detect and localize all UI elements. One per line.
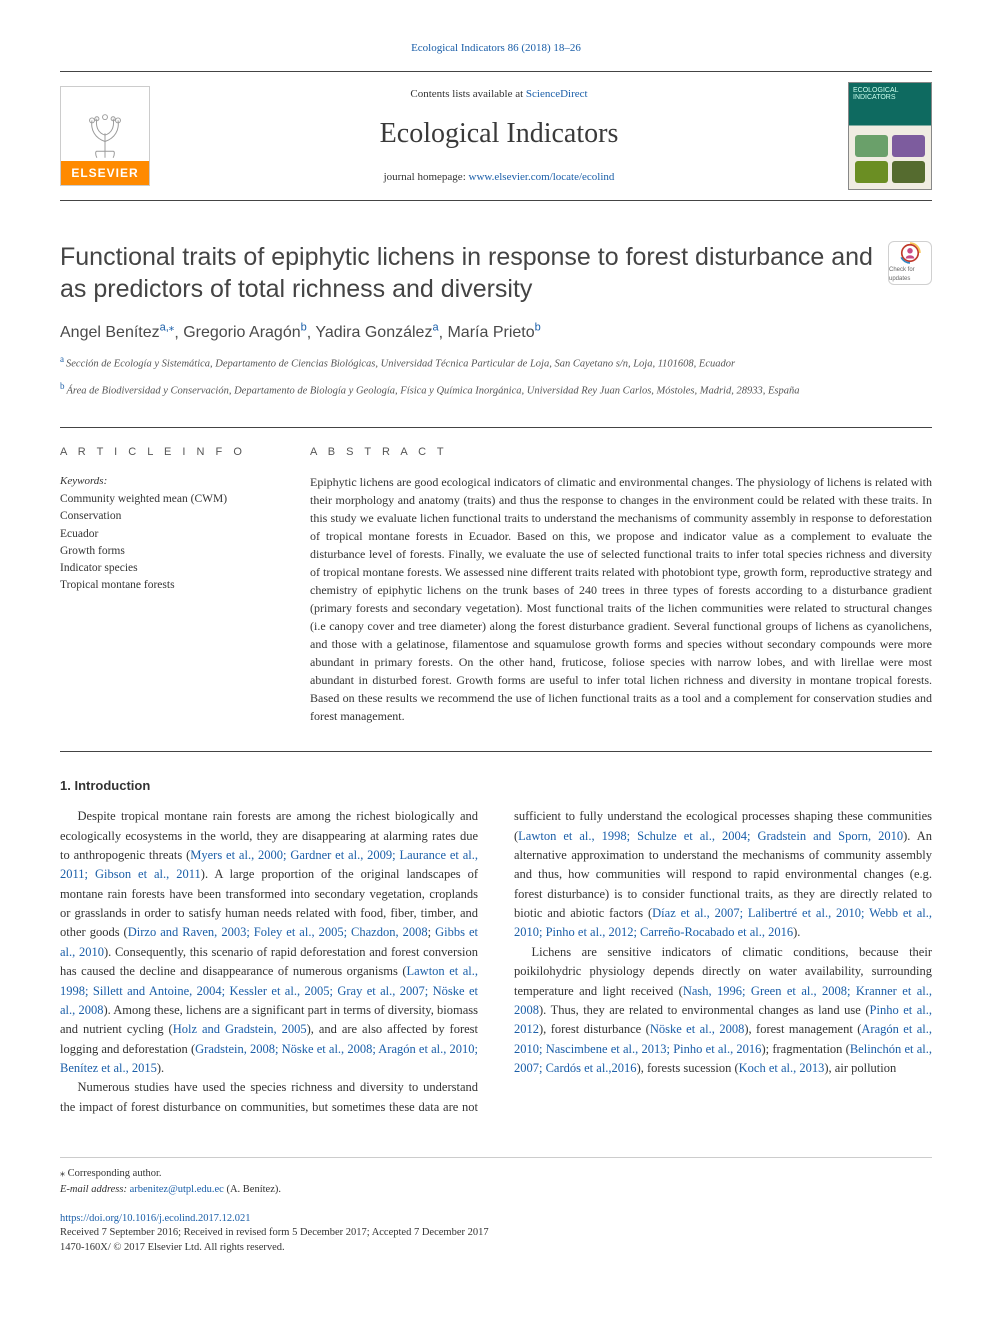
affiliation: bÁrea de Biodiversidad y Conservación, D… [60,380,932,399]
keyword-item: Conservation [60,508,270,525]
homepage-prefix: journal homepage: [384,171,469,183]
citation-link[interactable]: Holz and Gradstein, 2005 [173,1022,307,1036]
keyword-item: Community weighted mean (CWM) [60,491,270,508]
article-info-block: A R T I C L E I N F O Keywords: Communit… [60,444,270,725]
author-affiliation-mark: a,⁎ [160,322,175,334]
journal-masthead: ELSEVIER Contents lists available at Sci… [60,71,932,201]
intro-para-3: Lichens are sensitive indicators of clim… [514,943,932,1079]
check-updates-badge[interactable]: Check for updates [888,241,932,285]
contents-prefix: Contents lists available at [410,88,525,100]
affiliation: aSección de Ecología y Sistemática, Depa… [60,353,932,372]
author-affiliation-mark: b [535,322,541,334]
author: María Prietob [447,324,540,341]
keywords-list: Community weighted mean (CWM)Conservatio… [60,491,270,595]
affiliation-mark: b [60,381,65,391]
publisher-logo: ELSEVIER [60,86,150,186]
affiliation-mark: a [60,354,64,364]
author-affiliation-mark: a [432,322,438,334]
citation-link[interactable]: Koch et al., 2013 [739,1061,825,1075]
abstract-text: Epiphytic lichens are good ecological in… [310,473,932,725]
author-list: Angel Beníteza,⁎, Gregorio Aragónb, Yadi… [60,320,932,345]
sciencedirect-link[interactable]: ScienceDirect [526,88,588,100]
intro-para-1: Despite tropical montane rain forests ar… [60,807,478,1078]
journal-cover-thumb: ECOLOGICAL INDICATORS [848,82,932,190]
keyword-item: Growth forms [60,543,270,560]
running-header: Ecological Indicators 86 (2018) 18–26 [60,40,932,57]
journal-homepage-link[interactable]: www.elsevier.com/locate/ecolind [469,171,615,183]
keywords-label: Keywords: [60,473,270,490]
author: Angel Beníteza,⁎ [60,324,174,341]
corresponding-author-note: ⁎ Corresponding author. [60,1166,932,1182]
article-footer: https://doi.org/10.1016/j.ecolind.2017.1… [60,1212,932,1256]
article-history: Received 7 September 2016; Received in r… [60,1226,932,1241]
check-updates-label: Check for updates [889,266,931,284]
journal-title: Ecological Indicators [168,113,830,155]
abstract-block: A B S T R A C T Epiphytic lichens are go… [310,444,932,725]
email-attribution: (A. Benítez). [226,1184,281,1195]
section-separator [60,751,932,752]
section-heading-intro: 1. Introduction [60,776,932,796]
publisher-name: ELSEVIER [61,161,149,185]
contents-line: Contents lists available at ScienceDirec… [168,86,830,103]
masthead-center: Contents lists available at ScienceDirec… [168,86,830,185]
keyword-item: Ecuador [60,526,270,543]
citation-link[interactable]: Dirzo and Raven, 2003; Foley et al., 200… [128,925,428,939]
corresponding-email-link[interactable]: arbenitez@utpl.edu.ec [130,1184,224,1195]
keyword-item: Indicator species [60,560,270,577]
running-header-link[interactable]: Ecological Indicators 86 (2018) 18–26 [411,42,581,54]
star-icon: ⁎ [60,1168,65,1179]
crossmark-icon [899,242,921,264]
citation-link[interactable]: Lawton et al., 1998; Schulze et al., 200… [518,829,903,843]
email-label: E-mail address: [60,1184,127,1195]
author: Yadira Gonzáleza [315,324,438,341]
abstract-heading: A B S T R A C T [310,444,932,461]
article-title: Functional traits of epiphytic lichens i… [60,241,874,306]
email-line: E-mail address: arbenitez@utpl.edu.ec (A… [60,1182,932,1198]
doi-link[interactable]: https://doi.org/10.1016/j.ecolind.2017.1… [60,1213,251,1224]
article-info-heading: A R T I C L E I N F O [60,444,270,461]
author: Gregorio Aragónb [183,324,307,341]
elsevier-tree-icon [79,109,131,161]
footnotes: ⁎ Corresponding author. E-mail address: … [60,1157,932,1198]
copyright-line: 1470-160X/ © 2017 Elsevier Ltd. All righ… [60,1241,932,1256]
cover-title: ECOLOGICAL INDICATORS [853,87,927,102]
author-affiliation-mark: b [301,322,307,334]
journal-homepage: journal homepage: www.elsevier.com/locat… [168,169,830,186]
keyword-item: Tropical montane forests [60,577,270,594]
body-columns: Despite tropical montane rain forests ar… [60,807,932,1117]
citation-link[interactable]: Nöske et al., 2008 [650,1022,745,1036]
